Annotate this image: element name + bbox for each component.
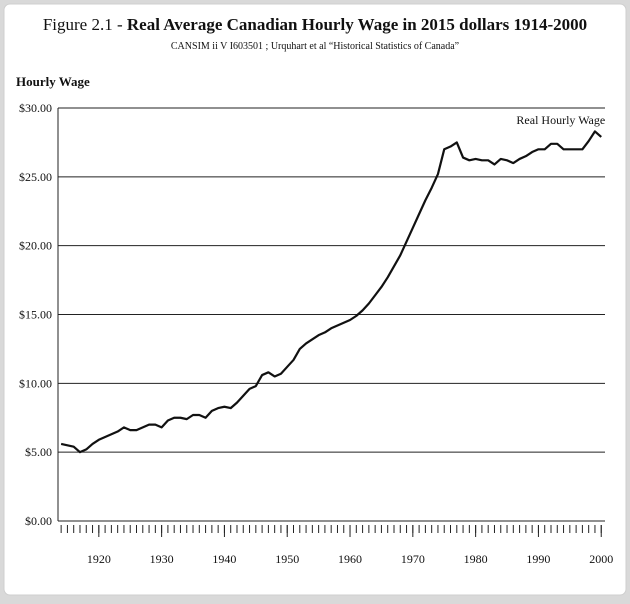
- x-tick-label: 1950: [275, 552, 299, 566]
- frame: [3, 3, 627, 596]
- y-tick-label: $15.00: [19, 308, 52, 322]
- x-tick-label: 1930: [150, 552, 174, 566]
- y-axis-label: Hourly Wage: [16, 74, 90, 89]
- y-tick-label: $20.00: [19, 239, 52, 253]
- y-tick-label: $30.00: [19, 101, 52, 115]
- series-label: Real Hourly Wage: [516, 113, 605, 127]
- x-tick-label: 2000: [589, 552, 613, 566]
- title-text: Real Average Canadian Hourly Wage in 201…: [127, 15, 587, 34]
- chart-title: Figure 2.1 - Real Average Canadian Hourl…: [43, 15, 587, 34]
- figure-label: Figure 2.1 -: [43, 15, 123, 34]
- y-tick-label: $0.00: [25, 514, 52, 528]
- data-line: [60, 130, 602, 454]
- y-tick-label: $25.00: [19, 170, 52, 184]
- x-tick-label: 1960: [338, 552, 362, 566]
- x-tick-label: 1940: [212, 552, 236, 566]
- x-tick-label: 1990: [526, 552, 550, 566]
- x-tick-label: 1970: [401, 552, 425, 566]
- y-tick-label: $5.00: [25, 445, 52, 459]
- y-tick-label: $10.00: [19, 376, 52, 390]
- x-tick-label: 1980: [464, 552, 488, 566]
- x-tick-label: 1920: [87, 552, 111, 566]
- chart-subtitle: CANSIM ii V I603501 ; Urquhart et al “Hi…: [171, 41, 459, 52]
